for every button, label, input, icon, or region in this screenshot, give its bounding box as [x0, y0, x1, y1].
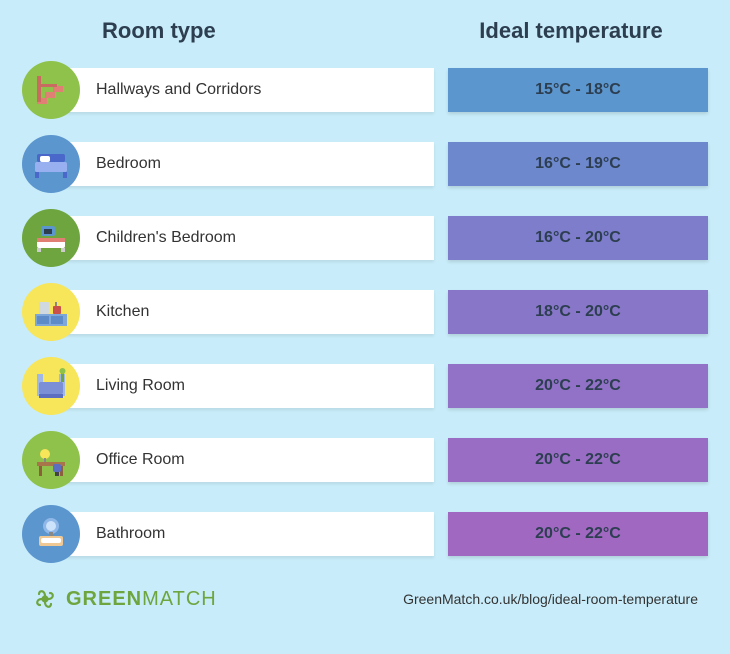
temp-value: 20°C - 22°C	[448, 438, 708, 482]
header-room-type: Room type	[102, 18, 434, 44]
temp-value: 20°C - 22°C	[448, 512, 708, 556]
temp-value: 16°C - 20°C	[448, 216, 708, 260]
temp-value: 16°C - 19°C	[448, 142, 708, 186]
temp-value: 20°C - 22°C	[448, 364, 708, 408]
room-label: Hallways and Corridors	[52, 68, 434, 112]
table-row: Bathroom 20°C - 22°C	[22, 506, 708, 562]
desk-icon	[22, 431, 80, 489]
bath-icon	[22, 505, 80, 563]
temp-value: 18°C - 20°C	[448, 290, 708, 334]
table-row: Hallways and Corridors 15°C - 18°C	[22, 62, 708, 118]
kidsbed-icon	[22, 209, 80, 267]
rows-container: Hallways and Corridors 15°C - 18°C Bedroom…	[22, 62, 708, 562]
room-label: Bedroom	[52, 142, 434, 186]
header-ideal-temp: Ideal temperature	[434, 18, 708, 44]
brand-bold: GREEN	[66, 588, 142, 610]
table-row: Living Room 20°C - 22°C	[22, 358, 708, 414]
footer: GREENMATCH GreenMatch.co.uk/blog/ideal-r…	[22, 586, 708, 612]
temp-value: 15°C - 18°C	[448, 68, 708, 112]
table-row: Office Room 20°C - 22°C	[22, 432, 708, 488]
brand-light: MATCH	[142, 588, 217, 610]
table-row: Bedroom 16°C - 19°C	[22, 136, 708, 192]
table-row: Kitchen 18°C - 20°C	[22, 284, 708, 340]
room-label: Bathroom	[52, 512, 434, 556]
room-label: Office Room	[52, 438, 434, 482]
sofa-icon	[22, 357, 80, 415]
kitchen-icon	[22, 283, 80, 341]
table-row: Children's Bedroom 16°C - 20°C	[22, 210, 708, 266]
footer-url: GreenMatch.co.uk/blog/ideal-room-tempera…	[403, 591, 698, 607]
room-label: Children's Bedroom	[52, 216, 434, 260]
room-label: Living Room	[52, 364, 434, 408]
stairs-icon	[22, 61, 80, 119]
fan-icon	[32, 586, 58, 612]
bed-icon	[22, 135, 80, 193]
header-row: Room type Ideal temperature	[22, 18, 708, 44]
room-label: Kitchen	[52, 290, 434, 334]
brand-logo: GREENMATCH	[32, 586, 217, 612]
